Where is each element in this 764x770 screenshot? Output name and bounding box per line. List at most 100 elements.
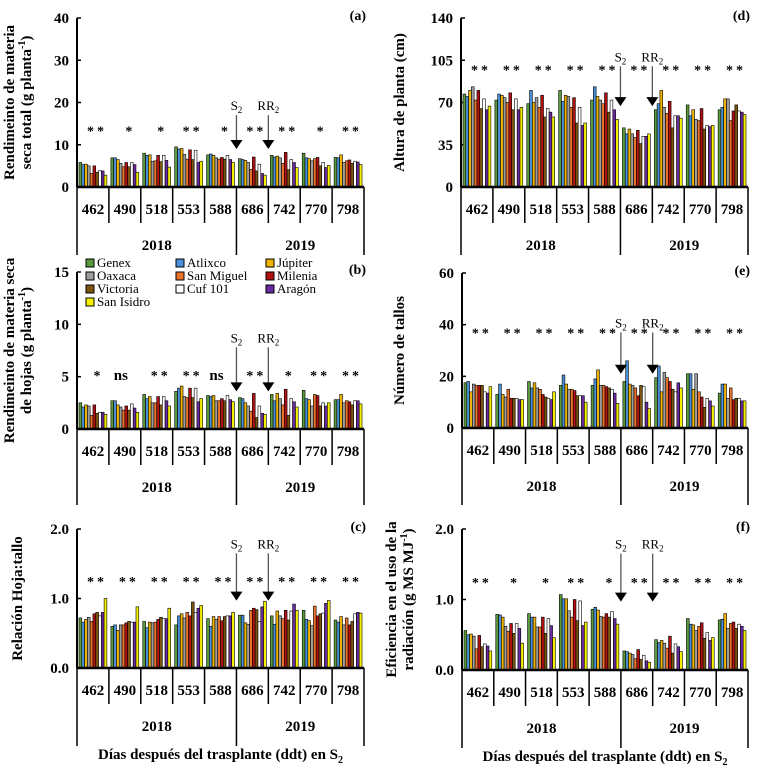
bar-júpiter (243, 402, 248, 430)
bar-cuf-101 (737, 623, 741, 671)
bar-victoria (607, 387, 611, 429)
significance-label: ** (726, 576, 746, 591)
bar-oaxaca (278, 398, 282, 430)
bar-cuf-101 (225, 395, 230, 430)
bar-atlixco (561, 100, 565, 188)
bar-san-isidro (711, 405, 715, 429)
bar-genex (110, 400, 114, 430)
arrow-s2-head (230, 591, 243, 601)
bar-victoria (286, 169, 291, 188)
bar-milenia (508, 92, 512, 188)
bar-genex (622, 650, 626, 671)
bar-cuf-101 (225, 615, 230, 669)
year-label: 2018 (526, 238, 556, 254)
bar-cuf-101 (546, 108, 550, 188)
chart-b: 0 5 10 15 Rendimeinto de materia seca de hoja… (2, 255, 366, 507)
bar-genex (142, 394, 146, 430)
bar-oaxaca (278, 157, 282, 188)
bar-victoria (512, 397, 516, 429)
bar-genex (717, 392, 722, 429)
bar-milenia (636, 395, 640, 429)
bar-genex (333, 399, 338, 430)
bar-cuf-101 (578, 600, 582, 671)
bar-aragón (517, 628, 522, 671)
x-tick-label: 798 (721, 685, 744, 701)
bar-júpiter (659, 640, 664, 671)
bar-milenia (668, 635, 672, 671)
bar-san-miguel (601, 616, 606, 671)
y-tick-label: 5 (62, 370, 70, 386)
legend-label: Milenia (277, 268, 318, 283)
bar-san-miguel (185, 158, 189, 188)
bar-júpiter (468, 90, 472, 188)
year-label: 2019 (669, 721, 699, 737)
bar-genex (270, 615, 274, 669)
x-tick-label: 798 (337, 202, 360, 218)
bar-genex (78, 617, 83, 669)
bar-milenia (541, 394, 545, 429)
bar-cuf-101 (483, 643, 487, 671)
bar-atlixco (272, 623, 277, 669)
bar-victoria (350, 404, 354, 430)
bar-cuf-101 (321, 402, 325, 430)
bar-aragón (676, 115, 680, 188)
bar-victoria (543, 633, 548, 671)
arrow-rr2-label: RR2 (257, 330, 279, 347)
significance-label: ** (599, 327, 619, 342)
arrow-rr2-label: RR2 (257, 98, 279, 115)
bar-san-isidro (551, 116, 555, 188)
year-label: 2018 (142, 719, 172, 735)
bar-san-isidro (583, 122, 587, 188)
bar-oaxaca (214, 400, 219, 430)
bar-aragón (581, 625, 585, 671)
bar-atlixco (465, 96, 469, 188)
panel-label: (f) (736, 520, 750, 535)
y-axis-label: Relación Hoja:tallo (10, 536, 26, 661)
bar-genex (301, 152, 306, 188)
bar-aragón (292, 603, 296, 669)
significance-label: * (125, 124, 132, 139)
bar-júpiter (564, 383, 568, 429)
bar-genex (301, 610, 306, 669)
bar-júpiter (179, 613, 184, 669)
year-label: 2018 (142, 480, 172, 496)
x-tick-label: 588 (209, 683, 232, 699)
bar-oaxaca (471, 86, 475, 188)
bar-atlixco (720, 107, 724, 188)
bar-oaxaca (342, 162, 346, 188)
bar-milenia (604, 92, 608, 188)
bar-san-isidro (327, 600, 331, 669)
bar-atlixco (336, 621, 340, 669)
y-axis-label: de hojas (g planta-1) (17, 287, 35, 414)
bar-aragón (196, 607, 201, 669)
significance-label: ** (87, 575, 107, 590)
bar-aragón (549, 399, 553, 429)
bar-oaxaca (503, 625, 508, 671)
bar-oaxaca (567, 388, 571, 429)
bar-victoria (286, 415, 291, 430)
bar-victoria (512, 633, 516, 671)
bar-oaxaca (182, 396, 187, 430)
bar-san-isidro (615, 623, 620, 671)
significance-label: ** (471, 64, 491, 79)
bar-oaxaca (118, 406, 123, 430)
x-tick-label: 518 (145, 683, 168, 699)
y-tick-label: 2.0 (435, 522, 454, 538)
bar-oaxaca (310, 160, 314, 188)
bar-san-isidro (103, 598, 108, 669)
significance-label: ** (631, 327, 651, 342)
bar-atlixco (466, 381, 470, 429)
bar-san-isidro (742, 630, 747, 671)
bar-milenia (188, 149, 192, 188)
bar-oaxaca (567, 610, 571, 671)
bar-genex (654, 109, 658, 188)
bar-victoria (254, 609, 259, 669)
bar-oaxaca (214, 157, 219, 188)
bar-victoria (127, 166, 131, 188)
significance-label: ** (503, 64, 523, 79)
bar-genex (590, 99, 594, 188)
significance-label: ** (310, 575, 330, 590)
significance-label: ** (151, 575, 171, 590)
bar-júpiter (532, 616, 537, 671)
chart-a: 0 10 20 30 40 Rendimeinto de materia seca tota… (2, 9, 366, 265)
